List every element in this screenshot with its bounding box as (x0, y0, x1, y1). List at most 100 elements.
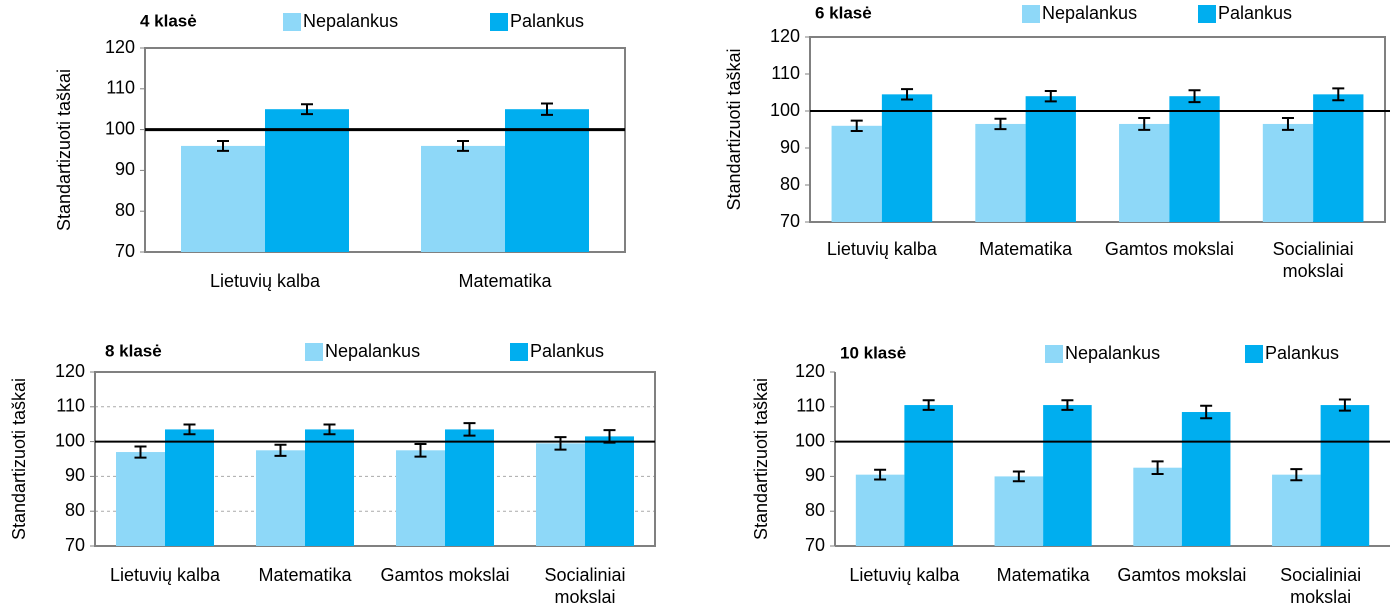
y-tick-label: 120 (55, 361, 85, 381)
error-bar (323, 423, 336, 436)
y-tick-label: 110 (771, 63, 800, 83)
chart-title: 10 klasė (840, 343, 906, 362)
y-tick-label: 110 (796, 396, 825, 416)
legend-label: Palankus (1265, 343, 1339, 363)
y-tick-label: 110 (56, 396, 85, 416)
y-tick-label: 90 (65, 465, 85, 485)
legend-swatch (283, 13, 301, 31)
error-bar (554, 436, 567, 451)
legend-swatch (1198, 5, 1216, 23)
y-tick-label: 70 (65, 535, 85, 555)
y-tick-label: 80 (65, 500, 85, 520)
bar (1119, 123, 1170, 222)
y-tick-label: 80 (805, 500, 825, 520)
x-tick-label: Lietuvių kalba (109, 565, 221, 585)
plot-frame (94, 371, 656, 547)
y-tick-label: 120 (105, 37, 135, 57)
error-bar (1044, 90, 1057, 103)
y-tick-label: 70 (805, 535, 825, 555)
bar (994, 476, 1044, 546)
legend-swatch (1045, 345, 1063, 363)
y-tick-label: 110 (106, 78, 135, 98)
y-tick-label: 70 (115, 241, 135, 261)
x-tick-label: Matematika (258, 565, 352, 585)
error-bar (274, 443, 287, 457)
bar (1043, 405, 1092, 546)
legend-swatch (1022, 5, 1040, 23)
error-bar (134, 445, 147, 459)
error-bar (1138, 117, 1151, 131)
x-tick-label: Socialiniai mokslai (1280, 565, 1362, 607)
bar (855, 474, 905, 546)
y-tick-label: 120 (770, 26, 800, 46)
error-bar (1061, 399, 1074, 411)
error-bar (457, 140, 469, 152)
error-bar (1290, 468, 1303, 482)
error-bar (1200, 404, 1213, 420)
bar (165, 429, 214, 546)
chart-title: 6 klasė (815, 3, 872, 22)
error-bar (901, 88, 914, 101)
bar (975, 123, 1026, 222)
x-tick-label: Gamtos mokslai (1104, 239, 1234, 259)
y-tick-label: 90 (115, 159, 135, 179)
error-bar (541, 102, 553, 116)
bar (396, 450, 445, 546)
x-tick-label: Lietuvių kalba (826, 239, 937, 259)
error-bar (1012, 470, 1025, 483)
plot-frame (809, 36, 1386, 223)
error-bar (1151, 460, 1164, 475)
y-tick-label: 120 (795, 361, 825, 381)
error-bar (1188, 89, 1201, 104)
bar (1133, 467, 1182, 546)
y-axis-label: Standartizuoti taškai (54, 69, 74, 231)
error-bar (301, 103, 313, 116)
error-bar (463, 422, 476, 437)
bar (1272, 474, 1321, 546)
error-bar (850, 119, 863, 132)
legend-swatch (1245, 345, 1263, 363)
plot-frame (144, 47, 626, 253)
error-bar (217, 140, 229, 152)
legend-label: Nepalankus (303, 11, 398, 31)
y-tick-label: 100 (770, 100, 800, 120)
bar (1320, 405, 1370, 546)
x-tick-label: Matematika (996, 565, 1090, 585)
bar (1169, 96, 1220, 222)
bar (421, 145, 505, 252)
error-bar (922, 399, 935, 411)
legend-swatch (490, 13, 508, 31)
bar (1025, 96, 1076, 222)
legend-swatch (510, 343, 528, 361)
x-tick-label: Socialiniai mokslai (544, 565, 626, 607)
legend-label: Palankus (1218, 3, 1292, 23)
x-tick-label: Matematika (979, 239, 1073, 259)
error-bar (414, 443, 427, 458)
legend-label: Nepalankus (1042, 3, 1137, 23)
bar (265, 109, 349, 252)
bar (1262, 123, 1314, 222)
bar (181, 145, 265, 252)
error-bar (1281, 117, 1294, 131)
bar (1181, 412, 1231, 546)
x-tick-label: Matematika (458, 271, 552, 291)
bar (1313, 94, 1364, 222)
y-tick-label: 80 (780, 174, 800, 194)
legend-label: Palankus (510, 11, 584, 31)
error-bar (1332, 87, 1345, 102)
legend-swatch (305, 343, 323, 361)
bar (505, 109, 589, 252)
y-tick-label: 90 (805, 465, 825, 485)
x-tick-label: Lietuvių kalba (209, 271, 321, 291)
error-bar (994, 117, 1007, 131)
y-tick-label: 90 (780, 137, 800, 157)
y-tick-label: 70 (780, 211, 800, 231)
legend-label: Palankus (530, 341, 604, 361)
bar (116, 452, 165, 546)
x-tick-label: Socialiniai mokslai (1272, 239, 1354, 281)
bar (536, 443, 585, 546)
bar (445, 429, 494, 546)
y-tick-label: 100 (55, 430, 85, 450)
legend-label: Nepalankus (325, 341, 420, 361)
